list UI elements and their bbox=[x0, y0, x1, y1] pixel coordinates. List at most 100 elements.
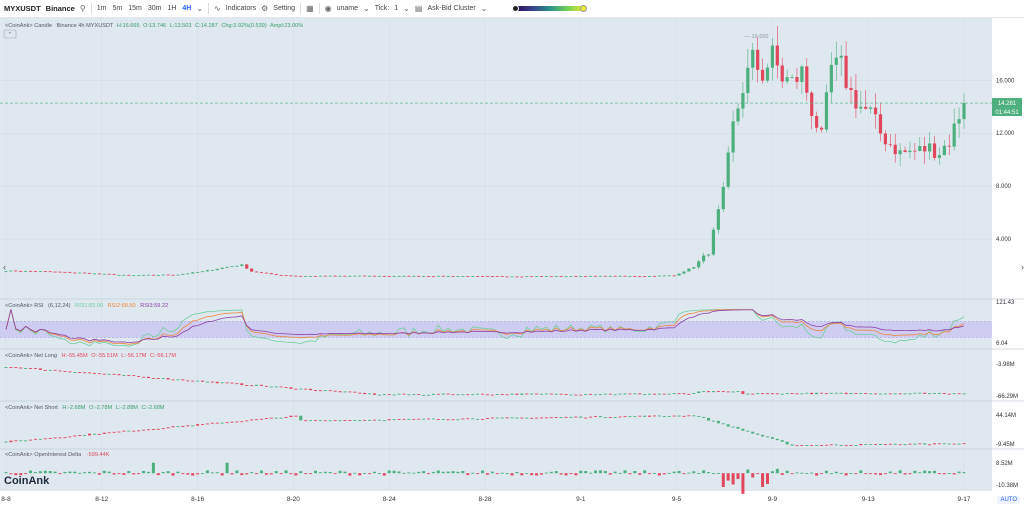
net-short-bar bbox=[888, 443, 892, 445]
oid-bar bbox=[716, 472, 720, 474]
net-short-bar bbox=[323, 420, 327, 422]
chevron-down-icon[interactable]: ⌄ bbox=[363, 4, 370, 13]
oid-bar bbox=[19, 473, 23, 476]
net-short-bar bbox=[78, 434, 82, 436]
candle-body bbox=[662, 275, 666, 277]
net-short-bar bbox=[382, 420, 386, 422]
net-short-bar bbox=[427, 418, 431, 420]
scroll-left-icon[interactable]: ‹ bbox=[3, 262, 6, 272]
price-axis-background bbox=[992, 18, 1024, 491]
oid-bar bbox=[372, 471, 376, 474]
chart-area[interactable]: — 19.650 16.000 12.000 8.000 4.000 8-8 8-12 8-… bbox=[0, 18, 1024, 507]
net-short-bar bbox=[736, 426, 740, 429]
net-short-pane[interactable] bbox=[4, 415, 966, 447]
net-long-bar bbox=[372, 393, 376, 395]
cluster-select[interactable]: Ask-Bid Cluster bbox=[427, 5, 476, 12]
net-long-bar bbox=[515, 393, 519, 395]
oid-bar bbox=[623, 470, 627, 474]
oid-bar bbox=[205, 470, 209, 474]
interval-5m[interactable]: 5m bbox=[112, 5, 123, 12]
setting-button[interactable]: Setting bbox=[273, 5, 296, 12]
candle-body bbox=[898, 150, 902, 155]
interval-4h[interactable]: 4H bbox=[182, 5, 192, 12]
exchange-name[interactable]: Binance bbox=[45, 4, 75, 13]
interval-1m[interactable]: 1m bbox=[96, 5, 107, 12]
net-long-bar bbox=[481, 393, 485, 395]
candle-body bbox=[760, 69, 765, 81]
net-long-bar bbox=[14, 367, 18, 369]
eye-icon[interactable]: ◉ bbox=[324, 4, 332, 13]
net-long-bar bbox=[500, 393, 504, 395]
candle-body bbox=[613, 275, 617, 277]
net-long-bar bbox=[810, 392, 814, 395]
oid-bar bbox=[869, 473, 873, 475]
interval-30m[interactable]: 30m bbox=[147, 5, 162, 12]
gear-icon[interactable]: ⚙ bbox=[261, 4, 269, 13]
gradient-handle-left[interactable] bbox=[512, 5, 520, 12]
net-long-bar bbox=[923, 392, 927, 394]
net-short-bar bbox=[702, 416, 706, 418]
candle-body bbox=[161, 274, 165, 276]
net-long-bar bbox=[368, 393, 372, 395]
oid-bar bbox=[765, 473, 769, 484]
net-long-bar bbox=[883, 393, 887, 395]
net-short-bar bbox=[574, 416, 578, 418]
gradient-handle-right[interactable] bbox=[580, 5, 588, 12]
net-short-bar bbox=[937, 443, 941, 445]
net-short-bar bbox=[422, 418, 426, 420]
oid-bar bbox=[476, 473, 480, 475]
indicators-icon[interactable]: ∿ bbox=[214, 4, 221, 13]
net-long-bar bbox=[9, 367, 13, 368]
tick-value-select[interactable]: 1 bbox=[394, 5, 399, 12]
candle-body bbox=[421, 276, 426, 277]
net-short-bar bbox=[918, 443, 922, 445]
net-long-pane[interactable] bbox=[4, 367, 966, 396]
net-long-bar bbox=[210, 381, 214, 383]
indicators-button[interactable]: Indicators bbox=[225, 5, 257, 12]
oid-bar bbox=[132, 473, 136, 475]
net-long-bar bbox=[535, 393, 539, 395]
net-long-bar bbox=[186, 380, 190, 382]
net-long-bar bbox=[864, 393, 868, 394]
candles[interactable]: — 19.650 bbox=[0, 26, 992, 278]
candle-body bbox=[338, 275, 342, 277]
oid-bar bbox=[33, 472, 37, 474]
oid-bar bbox=[569, 473, 573, 475]
net-short-legend-title: <CoinAnk> Net Short bbox=[5, 405, 58, 411]
layout-icon[interactable]: ▦ bbox=[306, 4, 314, 13]
net-short-bar bbox=[854, 445, 858, 446]
net-long-bar bbox=[618, 393, 622, 395]
oid-bar bbox=[264, 473, 268, 475]
collapse-arrow-icon[interactable]: ⌃ bbox=[8, 31, 13, 38]
search-icon[interactable]: ⚲ bbox=[79, 4, 86, 13]
interval-15m[interactable]: 15m bbox=[128, 5, 142, 12]
candle-body bbox=[245, 264, 249, 269]
interval-1h[interactable]: 1H bbox=[167, 5, 177, 12]
net-long-bar bbox=[702, 391, 706, 393]
net-long-bar bbox=[874, 393, 878, 395]
scroll-right-icon[interactable]: › bbox=[1021, 262, 1024, 272]
net-long-bar bbox=[952, 393, 956, 395]
rsi-pane[interactable] bbox=[0, 309, 992, 347]
heatmap-gradient-slider[interactable] bbox=[512, 5, 588, 12]
rsi-band bbox=[0, 321, 992, 338]
chevron-down-icon[interactable]: ⌄ bbox=[480, 4, 488, 13]
net-long-bar bbox=[731, 391, 735, 393]
cluster-icon[interactable]: ▤ bbox=[414, 4, 423, 13]
net-short-bar bbox=[102, 432, 106, 434]
net-long-bar bbox=[623, 393, 627, 395]
symbol-name[interactable]: MYXUSDT bbox=[4, 4, 41, 13]
collapse-legend-button[interactable] bbox=[3, 29, 17, 39]
candle-body bbox=[313, 275, 318, 277]
net-long-bar bbox=[78, 372, 82, 373]
oid-bar bbox=[839, 472, 843, 474]
chevron-down-icon[interactable]: ⌄ bbox=[403, 4, 410, 13]
uname-button[interactable]: uname bbox=[336, 5, 359, 12]
chevron-down-icon[interactable]: ⌄ bbox=[196, 4, 204, 13]
candle-body bbox=[603, 275, 607, 277]
open-interest-delta-pane[interactable] bbox=[4, 462, 966, 494]
net-long-bar bbox=[942, 392, 946, 394]
auto-scale-button[interactable]: AUTO bbox=[997, 496, 1020, 504]
net-short-bar bbox=[535, 417, 539, 419]
net-short-bar bbox=[284, 417, 288, 418]
